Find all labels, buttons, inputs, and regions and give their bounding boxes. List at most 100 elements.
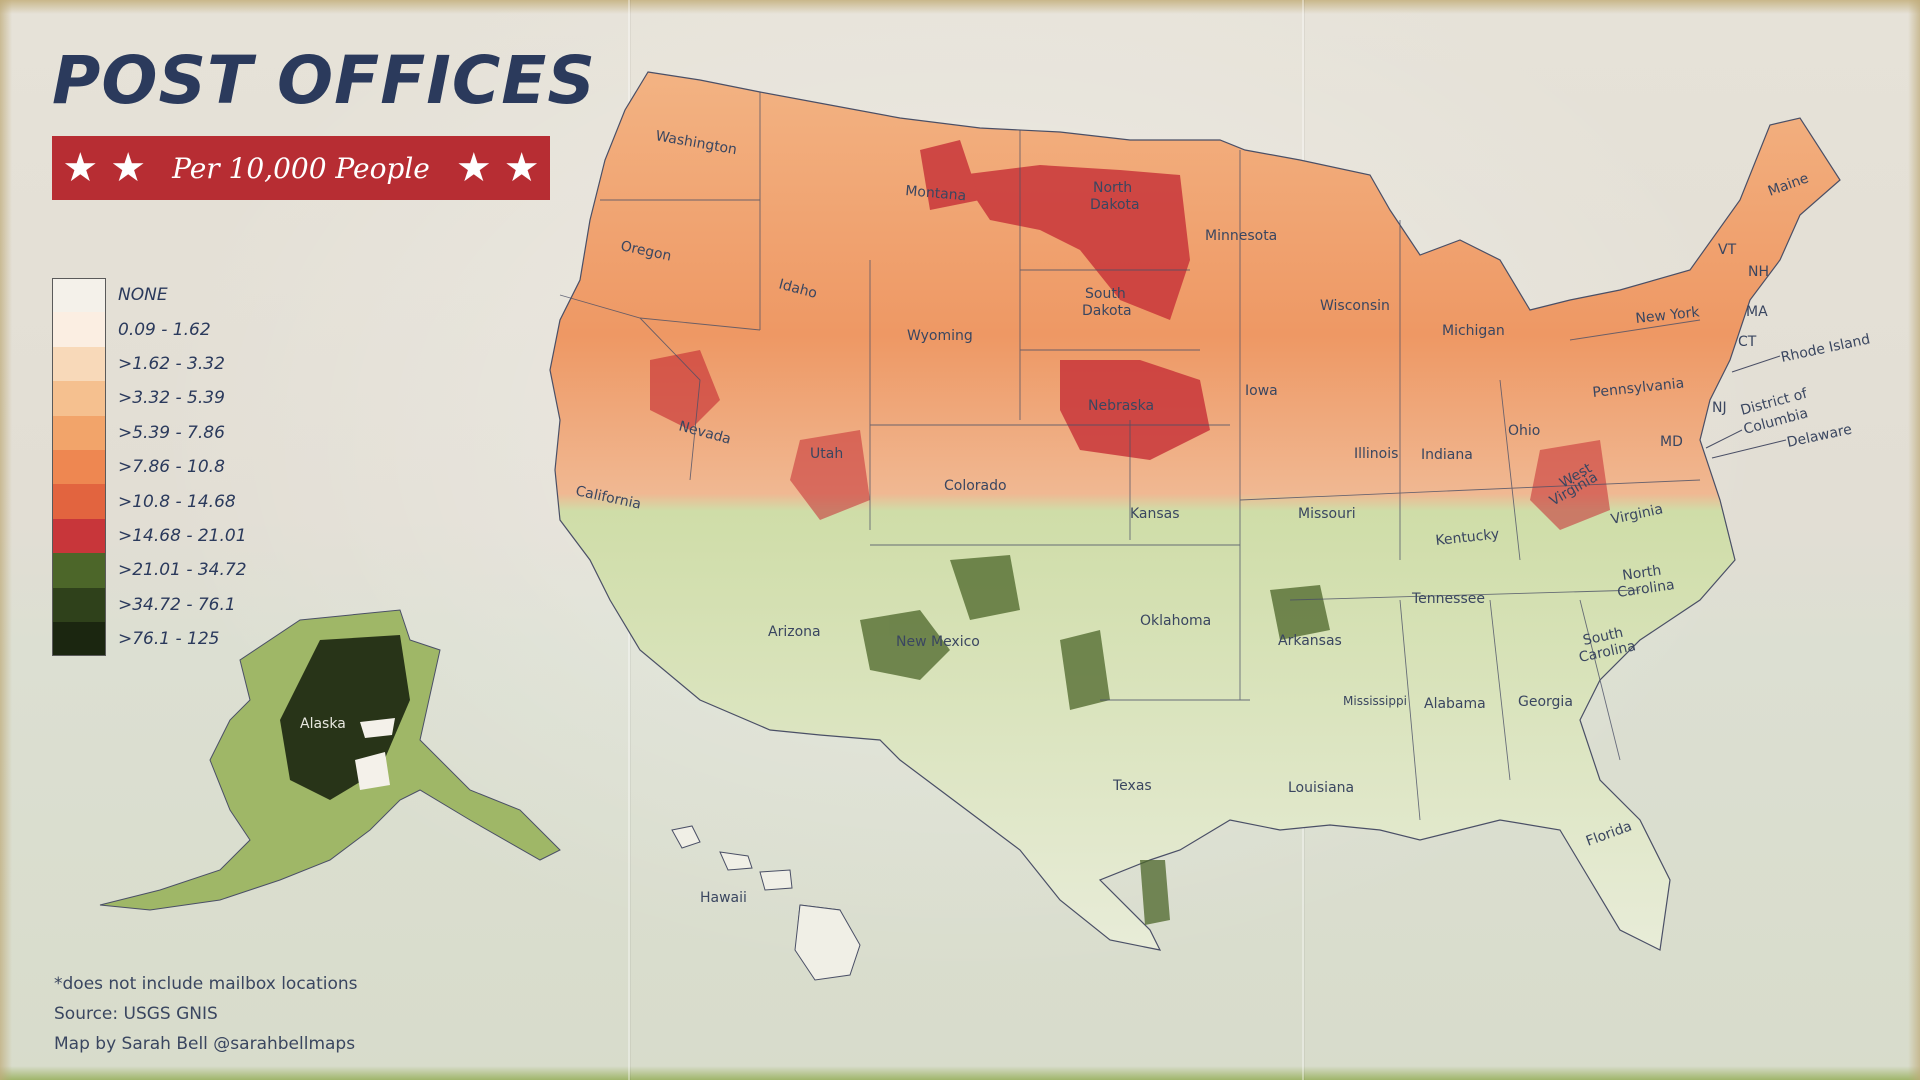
state-label: New York — [1635, 304, 1701, 327]
state-label: MA — [1746, 304, 1768, 320]
legend-swatch — [52, 518, 106, 554]
legend-label: >5.39 - 7.86 — [118, 422, 225, 443]
state-label: Carolina — [1616, 577, 1675, 601]
state-label: Arizona — [768, 624, 821, 640]
paper-edge-left — [0, 0, 12, 1080]
state-label: CT — [1738, 334, 1757, 350]
legend-label: >34.72 - 76.1 — [118, 594, 236, 615]
state-label: Delaware — [1786, 422, 1854, 451]
star-icon: ★ — [110, 145, 147, 191]
state-label: Missouri — [1298, 506, 1356, 522]
state-label: Texas — [1112, 778, 1152, 794]
author-credit: Map by Sarah Bell @sarahbellmaps — [54, 1034, 356, 1054]
state-label: Minnesota — [1205, 228, 1277, 244]
state-label: Mississippi — [1343, 694, 1407, 708]
subtitle-banner: ★ ★ Per 10,000 People ★ ★ — [52, 136, 550, 200]
paper-edge-top — [0, 0, 1920, 14]
state-label: Georgia — [1518, 694, 1573, 710]
state-label: Ohio — [1508, 423, 1540, 439]
state-label: VT — [1718, 242, 1737, 258]
legend-swatch — [52, 449, 106, 485]
star-icon: ★ — [503, 145, 540, 191]
legend-label: >21.01 - 34.72 — [118, 560, 247, 581]
paper-edge-bottom — [0, 1066, 1920, 1080]
source-credit: Source: USGS GNIS — [54, 1004, 218, 1024]
hawaii-islands — [671, 825, 861, 981]
state-label: Utah — [810, 446, 843, 462]
state-label: Nebraska — [1088, 398, 1154, 414]
legend-label: 0.09 - 1.62 — [118, 319, 211, 340]
legend-swatch — [52, 621, 106, 657]
state-label: Oklahoma — [1140, 613, 1211, 629]
legend-swatch — [52, 484, 106, 519]
state-label: Arkansas — [1278, 633, 1342, 649]
state-label: Iowa — [1245, 383, 1278, 399]
paper-edge-right — [1908, 0, 1920, 1080]
state-label: Michigan — [1442, 323, 1505, 339]
state-label: NJ — [1712, 400, 1727, 416]
legend-item: >14.68 - 21.01 — [52, 518, 247, 554]
star-icon: ★ — [62, 145, 99, 191]
legend-item: >3.32 - 5.39 — [52, 381, 247, 416]
state-label: Kentucky — [1435, 526, 1500, 549]
legend-swatch — [52, 312, 106, 347]
legend-item: 0.09 - 1.62 — [52, 312, 247, 347]
legend-label: >14.68 - 21.01 — [118, 525, 247, 546]
state-label: Louisiana — [1288, 780, 1354, 796]
state-label: North — [1621, 563, 1662, 584]
legend-item: >7.86 - 10.8 — [52, 449, 247, 485]
state-label: Alaska — [300, 716, 346, 732]
legend: NONE 0.09 - 1.62 >1.62 - 3.32 >3.32 - 5.… — [52, 278, 247, 657]
legend-item: >10.8 - 14.68 — [52, 484, 247, 519]
label-leader-lines — [1705, 355, 1787, 459]
state-label: Dakota — [1090, 197, 1140, 213]
state-label: New Mexico — [896, 634, 980, 650]
map-title: POST OFFICES — [52, 42, 596, 119]
state-label: Kansas — [1130, 506, 1180, 522]
legend-swatch — [52, 381, 106, 416]
legend-label: >1.62 - 3.32 — [118, 353, 225, 374]
state-label: MD — [1660, 434, 1683, 450]
state-label: Tennessee — [1411, 591, 1485, 607]
contiguous-us-shape — [549, 71, 1841, 951]
state-label: North — [1093, 180, 1132, 196]
star-icon: ★ — [455, 145, 492, 191]
state-borders — [559, 92, 1701, 821]
state-label: Montana — [905, 183, 967, 204]
state-label: Illinois — [1354, 446, 1398, 462]
legend-swatch — [52, 346, 106, 382]
legend-item: >76.1 - 125 — [52, 621, 247, 657]
state-label: Wisconsin — [1320, 298, 1390, 314]
legend-item: >5.39 - 7.86 — [52, 415, 247, 450]
legend-item: >34.72 - 76.1 — [52, 587, 247, 622]
state-label: Wyoming — [907, 328, 973, 344]
state-label: Colorado — [944, 478, 1007, 494]
state-label: South — [1085, 286, 1126, 302]
legend-swatch — [52, 415, 106, 450]
state-label: Indiana — [1421, 447, 1473, 463]
high-density-clusters — [650, 140, 1610, 530]
legend-swatch — [52, 587, 106, 622]
legend-label: NONE — [118, 285, 168, 306]
dark-green-clusters — [860, 555, 1330, 925]
legend-item: >1.62 - 3.32 — [52, 346, 247, 382]
alaska-light-patch — [360, 718, 395, 738]
state-label: Dakota — [1082, 303, 1132, 319]
state-label: NH — [1748, 264, 1769, 280]
legend-item: NONE — [52, 278, 247, 313]
legend-swatch — [52, 278, 106, 313]
legend-label: >7.86 - 10.8 — [118, 457, 225, 478]
legend-label: >76.1 - 125 — [118, 629, 220, 650]
footnote: *does not include mailbox locations — [54, 974, 358, 994]
legend-swatch — [52, 553, 106, 588]
legend-label: >3.32 - 5.39 — [118, 388, 225, 409]
subtitle: Per 10,000 People — [172, 151, 430, 185]
legend-item: >21.01 - 34.72 — [52, 553, 247, 588]
legend-label: >10.8 - 14.68 — [118, 491, 236, 512]
state-label: Alabama — [1424, 696, 1486, 712]
map-notes: *does not include mailbox locations Sour… — [54, 974, 358, 1064]
alaska-light-patch — [355, 752, 390, 790]
state-label: Rhode Island — [1780, 331, 1872, 366]
state-label: Hawaii — [700, 890, 747, 906]
